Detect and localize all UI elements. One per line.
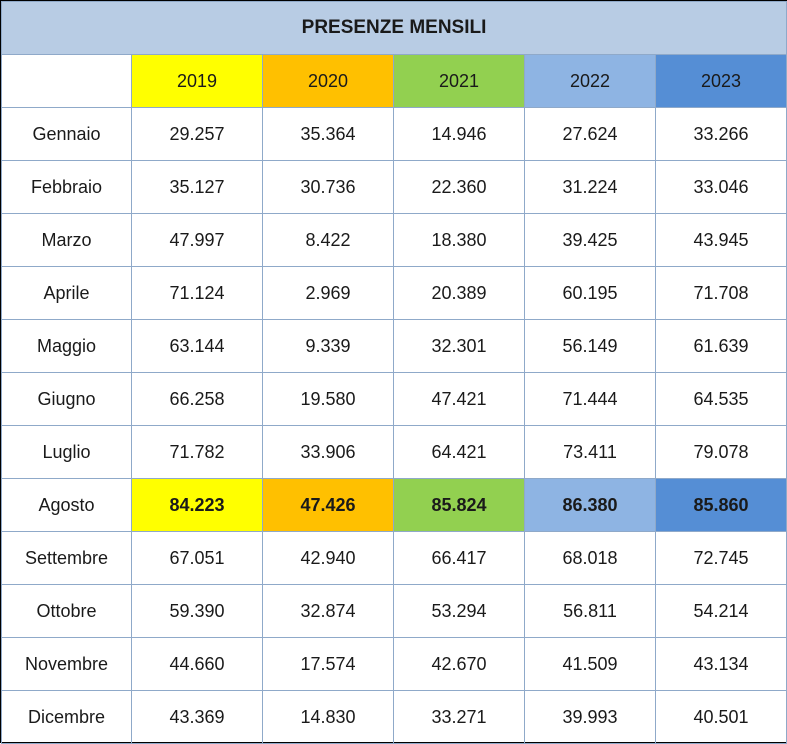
month-label: Luglio xyxy=(2,426,132,479)
table-title: PRESENZE MENSILI xyxy=(2,2,787,55)
cell-maggio-2021: 32.301 xyxy=(394,320,525,373)
table-row: Agosto 84.223 47.426 85.824 86.380 85.860 xyxy=(2,479,787,532)
month-label: Settembre xyxy=(2,532,132,585)
cell-marzo-2022: 39.425 xyxy=(525,214,656,267)
table-row: Marzo 47.997 8.422 18.380 39.425 43.945 xyxy=(2,214,787,267)
cell-febbraio-2021: 22.360 xyxy=(394,161,525,214)
cell-dicembre-2021: 33.271 xyxy=(394,691,525,744)
cell-novembre-2022: 41.509 xyxy=(525,638,656,691)
cell-marzo-2019: 47.997 xyxy=(132,214,263,267)
table-row: Dicembre 43.369 14.830 33.271 39.993 40.501 xyxy=(2,691,787,744)
cell-agosto-2022: 86.380 xyxy=(525,479,656,532)
cell-settembre-2022: 68.018 xyxy=(525,532,656,585)
cell-settembre-2019: 67.051 xyxy=(132,532,263,585)
cell-giugno-2021: 47.421 xyxy=(394,373,525,426)
cell-giugno-2022: 71.444 xyxy=(525,373,656,426)
cell-gennaio-2020: 35.364 xyxy=(263,108,394,161)
cell-giugno-2023: 64.535 xyxy=(656,373,787,426)
cell-aprile-2021: 20.389 xyxy=(394,267,525,320)
cell-agosto-2021: 85.824 xyxy=(394,479,525,532)
table-row: Giugno 66.258 19.580 47.421 71.444 64.535 xyxy=(2,373,787,426)
table-row: Novembre 44.660 17.574 42.670 41.509 43.134 xyxy=(2,638,787,691)
cell-giugno-2019: 66.258 xyxy=(132,373,263,426)
table-row: Aprile 71.124 2.969 20.389 60.195 71.708 xyxy=(2,267,787,320)
cell-maggio-2022: 56.149 xyxy=(525,320,656,373)
cell-aprile-2023: 71.708 xyxy=(656,267,787,320)
cell-agosto-2019: 84.223 xyxy=(132,479,263,532)
cell-gennaio-2023: 33.266 xyxy=(656,108,787,161)
month-label: Maggio xyxy=(2,320,132,373)
year-header-2022: 2022 xyxy=(525,55,656,108)
cell-giugno-2020: 19.580 xyxy=(263,373,394,426)
cell-dicembre-2023: 40.501 xyxy=(656,691,787,744)
cell-maggio-2019: 63.144 xyxy=(132,320,263,373)
cell-gennaio-2019: 29.257 xyxy=(132,108,263,161)
month-label: Marzo xyxy=(2,214,132,267)
month-label: Dicembre xyxy=(2,691,132,744)
cell-marzo-2020: 8.422 xyxy=(263,214,394,267)
cell-agosto-2023: 85.860 xyxy=(656,479,787,532)
month-label: Novembre xyxy=(2,638,132,691)
cell-maggio-2020: 9.339 xyxy=(263,320,394,373)
cell-agosto-2020: 47.426 xyxy=(263,479,394,532)
cell-novembre-2020: 17.574 xyxy=(263,638,394,691)
month-label: Ottobre xyxy=(2,585,132,638)
year-header-2023: 2023 xyxy=(656,55,787,108)
cell-luglio-2021: 64.421 xyxy=(394,426,525,479)
cell-novembre-2023: 43.134 xyxy=(656,638,787,691)
month-label: Aprile xyxy=(2,267,132,320)
table-row: Ottobre 59.390 32.874 53.294 56.811 54.214 xyxy=(2,585,787,638)
cell-aprile-2019: 71.124 xyxy=(132,267,263,320)
table-body: Gennaio 29.257 35.364 14.946 27.624 33.266 Feb… xyxy=(2,108,787,744)
cell-novembre-2019: 44.660 xyxy=(132,638,263,691)
cell-luglio-2023: 79.078 xyxy=(656,426,787,479)
table-row: Gennaio 29.257 35.364 14.946 27.624 33.266 xyxy=(2,108,787,161)
table-row: Settembre 67.051 42.940 66.417 68.018 72.745 xyxy=(2,532,787,585)
cell-aprile-2022: 60.195 xyxy=(525,267,656,320)
year-header-2021: 2021 xyxy=(394,55,525,108)
cell-febbraio-2020: 30.736 xyxy=(263,161,394,214)
cell-luglio-2019: 71.782 xyxy=(132,426,263,479)
cell-gennaio-2021: 14.946 xyxy=(394,108,525,161)
cell-gennaio-2022: 27.624 xyxy=(525,108,656,161)
cell-ottobre-2021: 53.294 xyxy=(394,585,525,638)
cell-novembre-2021: 42.670 xyxy=(394,638,525,691)
month-label: Febbraio xyxy=(2,161,132,214)
year-header-2020: 2020 xyxy=(263,55,394,108)
month-label: Agosto xyxy=(2,479,132,532)
cell-febbraio-2022: 31.224 xyxy=(525,161,656,214)
corner-cell xyxy=(2,55,132,108)
cell-febbraio-2019: 35.127 xyxy=(132,161,263,214)
cell-dicembre-2020: 14.830 xyxy=(263,691,394,744)
cell-settembre-2020: 42.940 xyxy=(263,532,394,585)
cell-settembre-2023: 72.745 xyxy=(656,532,787,585)
table-row: Febbraio 35.127 30.736 22.360 31.224 33.046 xyxy=(2,161,787,214)
month-label: Giugno xyxy=(2,373,132,426)
cell-luglio-2022: 73.411 xyxy=(525,426,656,479)
cell-ottobre-2023: 54.214 xyxy=(656,585,787,638)
cell-dicembre-2022: 39.993 xyxy=(525,691,656,744)
cell-aprile-2020: 2.969 xyxy=(263,267,394,320)
month-label: Gennaio xyxy=(2,108,132,161)
cell-marzo-2021: 18.380 xyxy=(394,214,525,267)
cell-febbraio-2023: 33.046 xyxy=(656,161,787,214)
cell-ottobre-2022: 56.811 xyxy=(525,585,656,638)
cell-ottobre-2020: 32.874 xyxy=(263,585,394,638)
year-header-2019: 2019 xyxy=(132,55,263,108)
table-row: Luglio 71.782 33.906 64.421 73.411 79.078 xyxy=(2,426,787,479)
cell-luglio-2020: 33.906 xyxy=(263,426,394,479)
cell-ottobre-2019: 59.390 xyxy=(132,585,263,638)
cell-settembre-2021: 66.417 xyxy=(394,532,525,585)
table-row: Maggio 63.144 9.339 32.301 56.149 61.639 xyxy=(2,320,787,373)
cell-dicembre-2019: 43.369 xyxy=(132,691,263,744)
cell-marzo-2023: 43.945 xyxy=(656,214,787,267)
cell-maggio-2023: 61.639 xyxy=(656,320,787,373)
